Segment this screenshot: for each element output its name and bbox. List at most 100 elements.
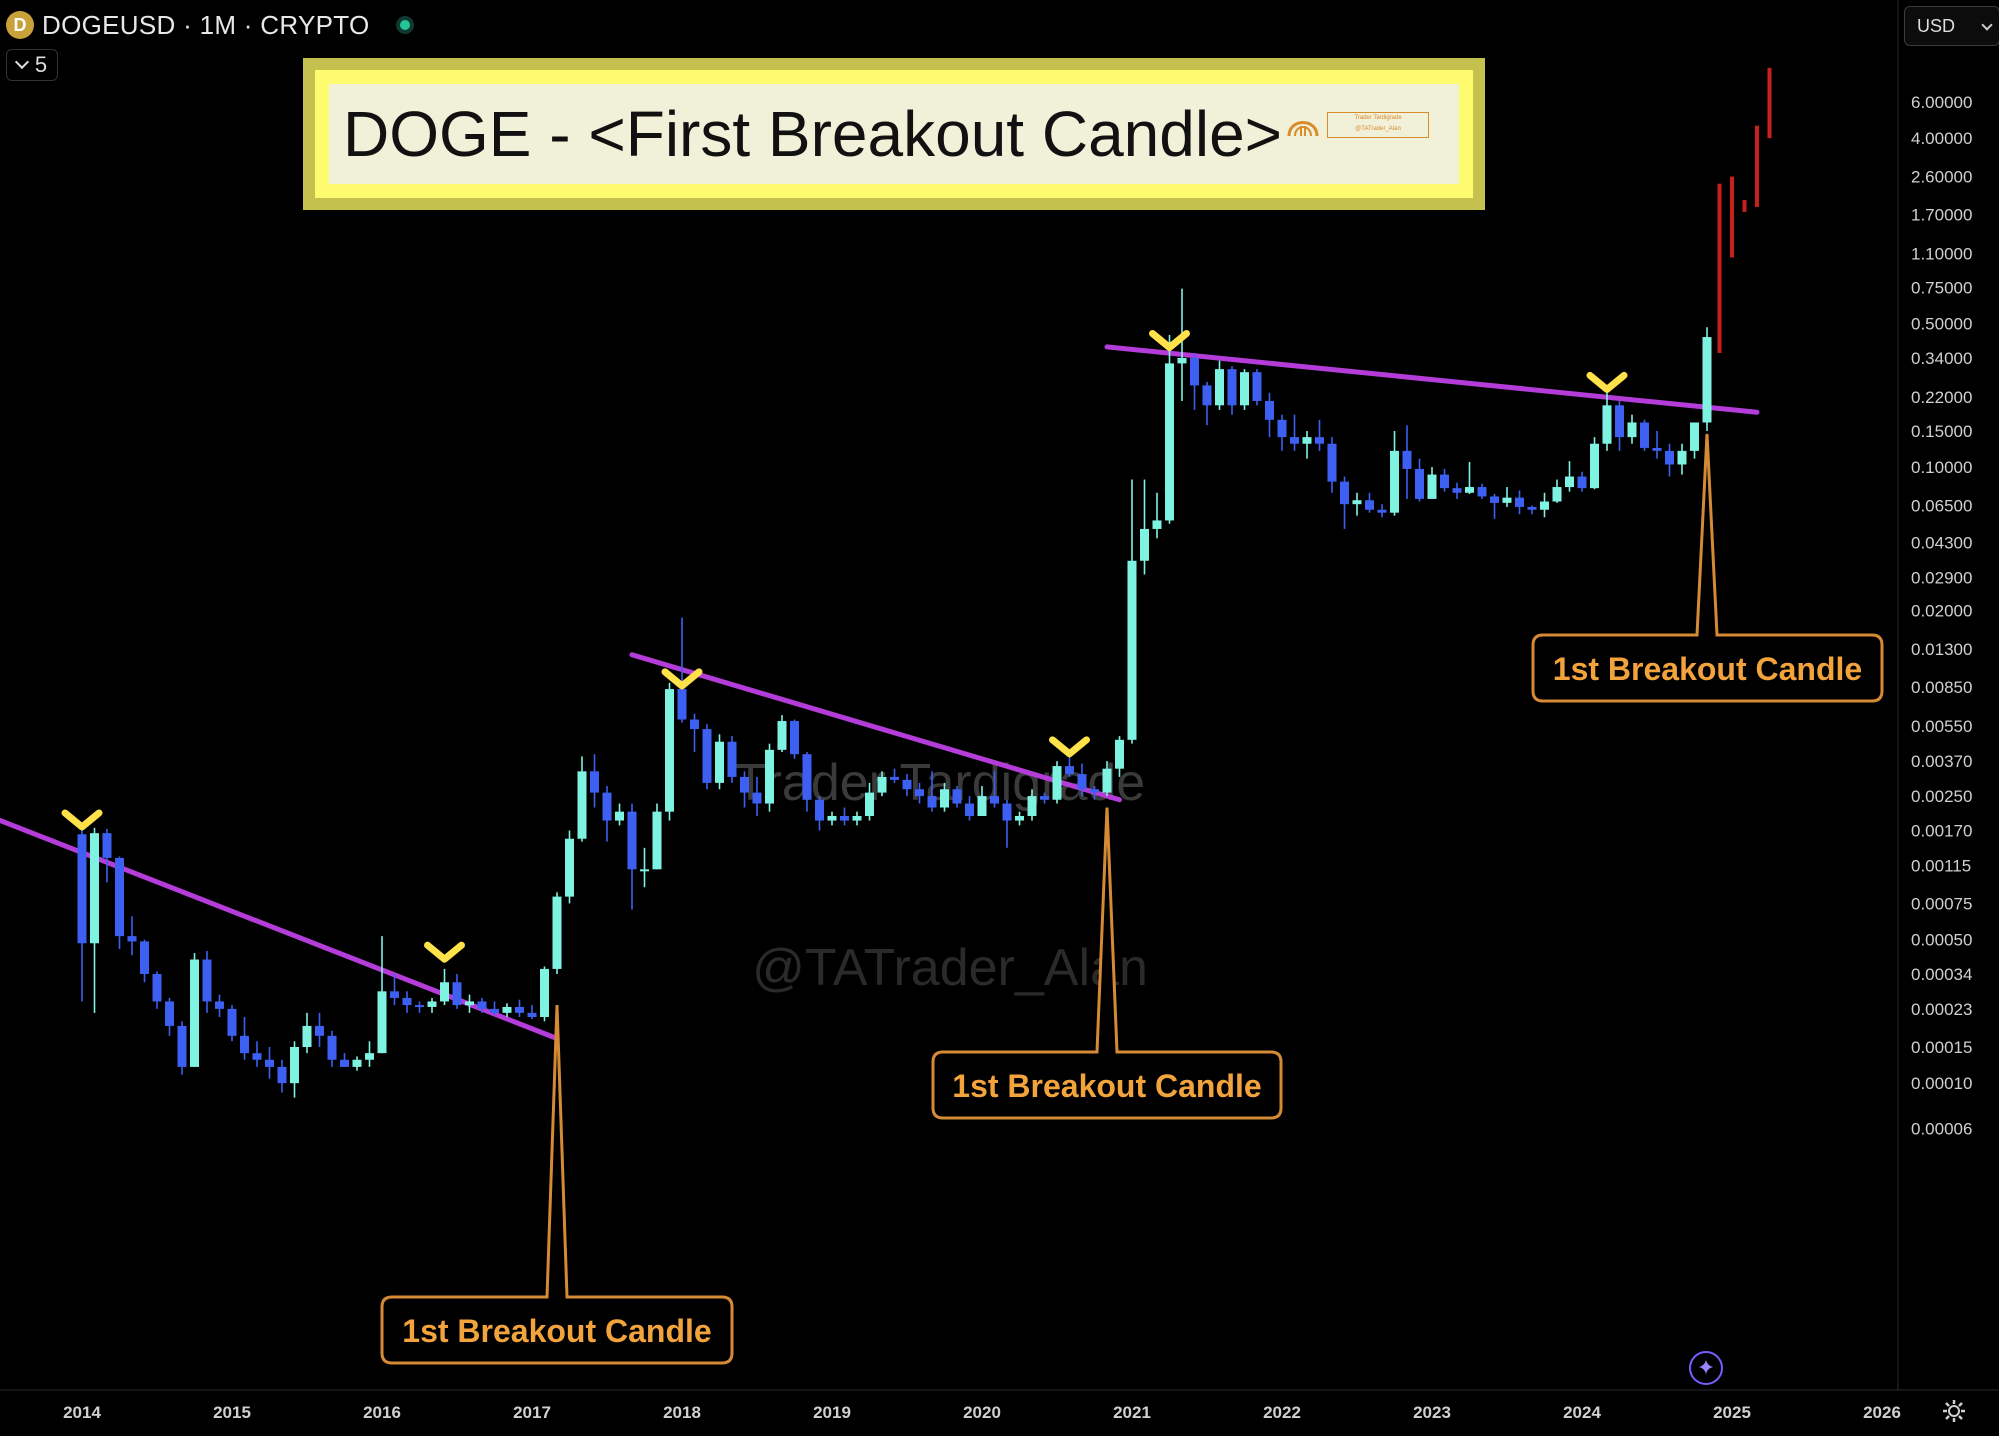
candle-body — [1502, 497, 1512, 503]
chevron-down-icon — [14, 54, 29, 70]
x-tick-label: 2015 — [213, 1403, 251, 1422]
y-tick-label: 0.00370 — [1911, 752, 1972, 771]
candle-body — [1165, 363, 1174, 521]
marker-layer — [61, 330, 1628, 963]
symbol-header[interactable]: D DOGEUSD · 1M · CRYPTO — [6, 8, 414, 42]
y-tick-label: 0.00034 — [1911, 965, 1972, 984]
candle-body — [1452, 488, 1462, 493]
y-tick-label: 0.00850 — [1911, 678, 1972, 697]
title-banner: DOGE - <First Breakout Candle> Trader Ta… — [303, 58, 1485, 210]
candle-body — [615, 811, 624, 821]
candle-body — [965, 803, 974, 817]
candle-body — [1252, 372, 1262, 401]
candle-body — [952, 789, 962, 804]
candle-body — [377, 991, 387, 1054]
sparkle-icon[interactable]: ✦ — [1689, 1351, 1723, 1385]
candle-body — [1515, 497, 1524, 507]
y-tick-label: 0.75000 — [1911, 278, 1972, 297]
candle-body — [690, 719, 699, 730]
candle-body — [1040, 796, 1049, 800]
y-tick-label: 0.00006 — [1911, 1120, 1972, 1139]
chevron-down-icon — [1981, 19, 1993, 31]
candle-body — [127, 936, 137, 942]
y-tick-label: 0.06500 — [1911, 497, 1972, 516]
y-tick-label: 1.10000 — [1911, 244, 1972, 263]
trendline-layer — [0, 344, 1760, 1042]
candle-body — [1140, 528, 1149, 561]
candle-body — [240, 1035, 249, 1054]
candle-body — [440, 982, 449, 1002]
symbol-label[interactable]: DOGEUSD · 1M · CRYPTO — [42, 9, 370, 40]
candle-body — [1477, 487, 1487, 497]
candle-body — [515, 1006, 524, 1013]
x-tick-label: 2016 — [363, 1403, 401, 1422]
chevron-marker-icon — [1049, 736, 1090, 758]
candle-body — [827, 816, 837, 821]
candle-layer — [77, 288, 1712, 1098]
candle-body — [1390, 450, 1399, 513]
candle-body — [415, 1005, 424, 1008]
candle-body — [852, 816, 862, 821]
callout-box — [380, 1005, 734, 1365]
candle-body — [1490, 496, 1499, 503]
breakout-callout-3: 1st Breakout Candle — [1531, 433, 1884, 703]
candle-body — [902, 779, 912, 790]
candle-body — [590, 771, 599, 793]
candle-body — [102, 833, 112, 858]
time-axis[interactable]: 2014 2015 2016 2017 2018 2019 2020 2021 2022 2023… — [63, 1403, 1901, 1422]
candle-body — [977, 796, 987, 817]
candle-body — [115, 857, 124, 937]
candle-body — [765, 749, 774, 804]
candle-body — [1440, 474, 1449, 489]
trendline-2 — [629, 652, 1122, 803]
callout-label: 1st Breakout Candle — [952, 1068, 1261, 1104]
price-axis[interactable]: 6.00000 4.00000 2.60000 1.70000 1.10000 0.750… — [1911, 93, 1972, 1139]
candle-body — [190, 959, 199, 1067]
breakout-callout-1: 1st Breakout Candle — [380, 1005, 734, 1365]
chart-title: DOGE - <First Breakout Candle> — [343, 98, 1283, 170]
gear-icon[interactable] — [1941, 1398, 1967, 1424]
candle-body — [1627, 422, 1637, 438]
candle-body — [477, 1001, 487, 1009]
candle-body — [1090, 789, 1099, 793]
y-tick-label: 0.00550 — [1911, 717, 1972, 736]
logo-text-handle: @TATrader_Alan — [1355, 126, 1401, 132]
logo-text-name: Trader Tardigrade — [1354, 115, 1402, 121]
callout-box — [1531, 433, 1884, 703]
candle-body — [1015, 816, 1024, 821]
y-tick-label: 0.10000 — [1911, 458, 1972, 477]
candle-body — [1340, 481, 1349, 505]
breakout-callout-2: 1st Breakout Candle — [931, 807, 1283, 1120]
candle-body — [302, 1025, 312, 1047]
projection-bar — [1767, 67, 1772, 139]
y-tick-label: 2.60000 — [1911, 168, 1972, 187]
currency-selector[interactable]: USD — [1904, 6, 1999, 46]
y-tick-label: 0.00010 — [1911, 1074, 1972, 1093]
x-tick-label: 2014 — [63, 1403, 101, 1422]
watermark-handle: @TATrader_Alan — [752, 939, 1148, 997]
market-status-icon — [395, 16, 414, 34]
candle-body — [502, 1006, 512, 1013]
candle-body — [1602, 405, 1612, 444]
candle-body — [1352, 500, 1362, 505]
candle-body — [1590, 443, 1599, 489]
x-tick-label: 2020 — [963, 1403, 1001, 1422]
candle-body — [1315, 437, 1324, 444]
y-tick-label: 0.34000 — [1911, 349, 1972, 368]
indicators-toggle[interactable]: 5 — [6, 49, 58, 81]
doge-coin-icon: D — [6, 11, 34, 39]
candle-body — [1615, 405, 1624, 438]
candle-body — [1202, 385, 1212, 406]
candle-body — [790, 721, 799, 755]
candle-body — [1665, 450, 1674, 465]
candle-body — [677, 689, 687, 720]
candle-body — [1465, 487, 1474, 493]
x-tick-label: 2022 — [1263, 1403, 1301, 1422]
candle-body — [1702, 337, 1712, 423]
candle-body — [1552, 487, 1562, 502]
candle-body — [465, 1001, 474, 1006]
candle-body — [1577, 476, 1587, 489]
candle-body — [1365, 500, 1374, 510]
y-tick-label: 0.00050 — [1911, 931, 1972, 950]
